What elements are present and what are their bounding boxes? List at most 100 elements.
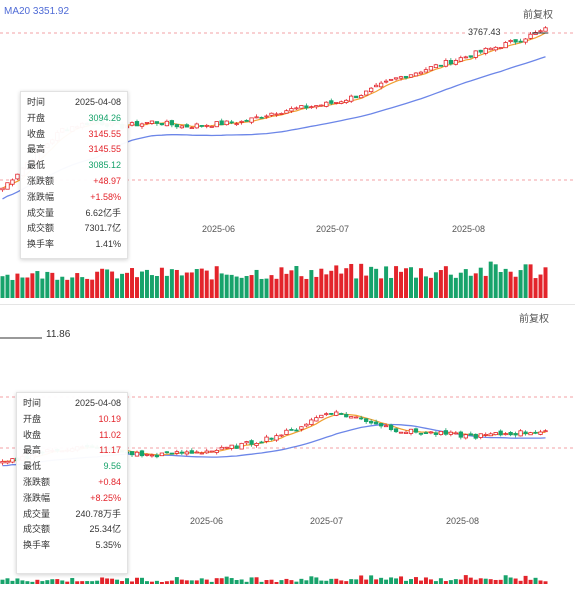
volume-bar [433,272,438,298]
volume-bar [45,580,50,584]
candle-body [164,451,170,454]
volume-bar [473,579,478,584]
tooltip-row: 开盘 3094.26 [27,111,121,127]
candle-body [269,437,274,440]
volume-bar [284,578,289,584]
volume-bar [214,266,219,298]
volume-bar [204,270,209,298]
volume-bar [75,273,80,298]
volume-bar [319,580,324,584]
volume-bar [50,579,55,584]
tooltip-key: 成交额 [23,524,51,535]
candle-body [458,431,463,438]
candle-body [453,60,458,65]
price-high-tag: 3767.43 [466,27,503,37]
volume-bar [5,578,10,584]
volume-bar [443,266,448,298]
volume-bar [239,277,244,298]
volume-bar [35,579,40,584]
volume-bar [523,264,528,298]
volume-bar [120,581,125,584]
adjust-label-top[interactable]: 前复权 [523,10,553,21]
volume-bar [458,579,463,584]
volume-bar [468,275,473,298]
volume-bar [209,279,214,298]
tooltip-value: 3094.26 [88,112,121,123]
candle-body [493,46,498,51]
volume-bar [239,579,244,584]
volume-bar [513,578,518,584]
candle-body [209,126,214,128]
volume-bar [179,275,184,298]
volume-bar [249,275,254,298]
tooltip-row: 涨跌幅 +1.58% [27,190,121,206]
candle-body [418,432,424,435]
volume-bar [244,276,249,298]
candle-body [229,121,234,124]
volume-bar [274,278,279,298]
candle-body [473,433,478,439]
tooltip-row: 最高 3145.55 [27,142,121,158]
volume-bar [369,266,374,298]
candle-body [483,47,488,54]
volume-bar [339,580,344,584]
candle-body [304,423,309,427]
volume-bar [169,269,174,298]
tooltip-value: 6.62亿手 [85,207,121,218]
volume-bar [60,276,65,298]
candle-body [413,428,419,433]
volume-bar [70,277,75,298]
candle-body [139,123,145,127]
candle-body [314,105,319,108]
candle-body [473,50,478,58]
candle-body [244,441,249,444]
candle-body [179,125,184,129]
tooltip-key: 最低 [27,160,46,171]
adjust-label-bottom[interactable]: 前复权 [519,314,549,325]
candle-body [448,431,453,435]
candle-body [488,433,493,437]
candle-body [319,104,324,107]
volume-bar [30,273,35,298]
candle-body [393,77,399,80]
candle-body [538,431,543,435]
volume-bar [110,578,115,584]
volume-bar [25,277,30,298]
candle-body [179,451,184,454]
tooltip-key: 开盘 [23,413,42,424]
candle-body [378,82,384,88]
volume-bar [60,580,65,584]
volume-bar [279,267,284,298]
tooltip-key: 成交额 [27,223,55,234]
volume-bar [498,579,503,584]
ma20-label: MA20 3351.92 [4,6,70,17]
volume-bar [125,272,130,298]
tooltip-row: 时间 2025-04-08 [23,396,121,412]
volume-bar [503,268,508,298]
tooltip-value: 5.35% [95,540,121,551]
candle-body [174,451,179,454]
candle-body [5,182,10,190]
tooltip-value: 9.56 [103,461,121,472]
candle-body [239,120,244,123]
volume-bar [139,271,144,298]
volume-bar [448,274,453,298]
candle-body [503,433,508,436]
volume-bar [80,277,85,298]
volume-bar [523,575,528,584]
candle-body [189,127,194,129]
volume-bar [294,266,299,298]
candle-body [244,119,249,122]
volume-bar [249,577,254,584]
volume-bar [164,275,169,298]
volume-bar [488,261,493,298]
volume-bar [199,578,204,584]
volume-bar [214,578,219,584]
volume-bar [105,269,110,298]
volume-bar [404,580,409,584]
candle-body [214,121,219,128]
tooltip-value: 240.78万手 [75,508,121,519]
candle-body [219,446,224,450]
candle-body [378,423,384,427]
candle-body [528,432,533,436]
